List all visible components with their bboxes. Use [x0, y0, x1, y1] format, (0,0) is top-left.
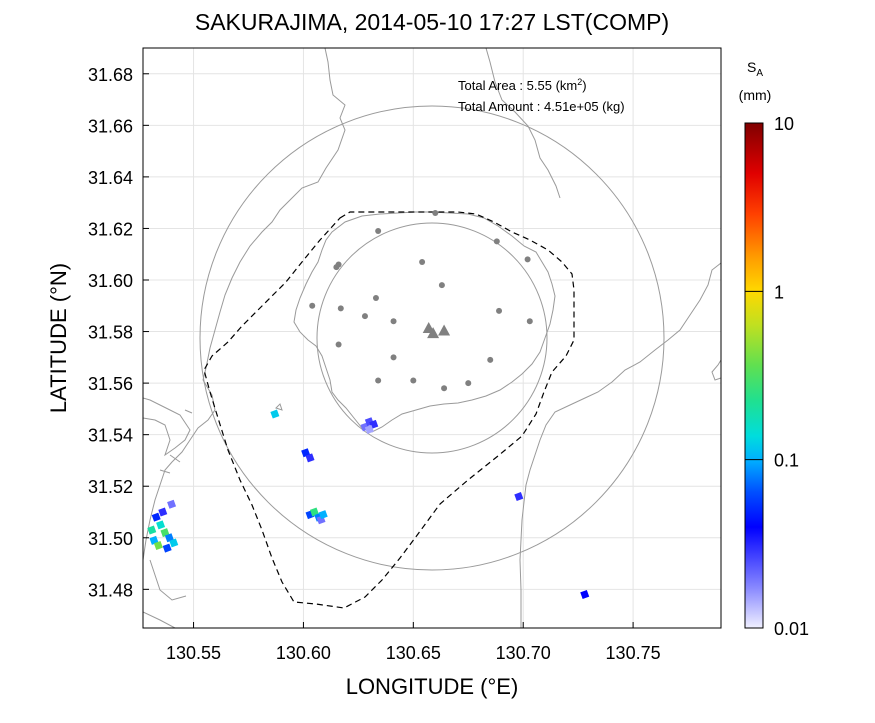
deposit-cell	[169, 538, 179, 548]
station-marker	[390, 354, 397, 361]
coastline-west-2	[143, 397, 191, 457]
coastline-north-2	[485, 48, 561, 199]
x-axis-label: LONGITUDE (°E)	[346, 674, 519, 699]
deposit-cell	[153, 541, 163, 550]
dashed-boundary	[203, 211, 575, 609]
coastline-north	[202, 48, 346, 381]
deposit-cell	[318, 510, 328, 520]
range-ring-5km	[316, 222, 548, 454]
total-amount-text: Total Amount : 4.51e+05 (kg)	[458, 99, 625, 114]
coastline-east	[519, 262, 721, 628]
station-marker	[419, 258, 426, 265]
crater-markers	[422, 321, 451, 339]
y-tick-label: 31.64	[88, 168, 133, 188]
coastline-west	[143, 379, 216, 561]
colorbar-symbol: SA	[747, 59, 763, 79]
station-marker	[487, 356, 494, 363]
deposit-cell	[156, 520, 166, 530]
colorbar-unit: (mm)	[739, 87, 772, 103]
station-marker	[524, 256, 531, 263]
station-marker	[372, 295, 379, 302]
map-layer	[143, 48, 721, 628]
range-ring-10km	[199, 105, 665, 571]
station-marker	[333, 264, 340, 271]
colorbar-tick-label: 10	[774, 114, 794, 134]
coastline-sakurajima	[293, 211, 556, 433]
ash-deposit-cells	[147, 409, 590, 599]
station-marker	[496, 307, 503, 314]
colorbar-tick-label: 0.1	[774, 451, 799, 471]
deposit-cell	[158, 507, 168, 517]
total-area-text: Total Area : 5.55 (km2)	[458, 77, 587, 93]
deposit-cell	[364, 425, 374, 434]
deposit-cell	[305, 453, 315, 463]
y-tick-label: 31.58	[88, 323, 133, 343]
y-tick-label: 31.56	[88, 374, 133, 394]
station-marker	[390, 318, 397, 325]
x-tick-label: 130.75	[606, 643, 661, 663]
station-marker	[375, 228, 382, 235]
deposit-cell	[580, 590, 590, 599]
colorbar-tick-label: 1	[774, 282, 784, 302]
coastline-islet	[275, 403, 283, 411]
y-tick-label: 31.60	[88, 271, 133, 291]
colorbar-ticks: 10 1 0.1 0.01	[745, 114, 809, 639]
station-marker	[465, 380, 472, 387]
station-marker	[309, 302, 316, 309]
station-marker	[335, 341, 342, 348]
x-tick-label: 130.70	[496, 643, 551, 663]
station-marker	[526, 318, 533, 325]
station-marker	[337, 305, 344, 312]
station-marker	[410, 377, 417, 384]
y-tick-label: 31.68	[88, 65, 133, 85]
station-marker	[375, 377, 382, 384]
station-marker	[361, 313, 368, 320]
y-axis-ticks: 31.48 31.50 31.52 31.54 31.56 31.58 31.60 31.62…	[88, 65, 149, 600]
y-axis-label: LATITUDE (°N)	[46, 263, 71, 413]
deposit-cell	[270, 409, 280, 419]
coastline-east-2	[711, 359, 721, 381]
x-tick-label: 130.60	[276, 643, 331, 663]
y-tick-label: 31.52	[88, 477, 133, 497]
colorbar-tick-label: 0.01	[774, 619, 809, 639]
crater-triangle-icon	[427, 327, 440, 339]
x-tick-label: 130.55	[166, 643, 221, 663]
station-marker	[438, 282, 445, 289]
chart-title: SAKURAJIMA, 2014-05-10 17:27 LST(COMP)	[195, 9, 669, 35]
port-structures	[143, 409, 193, 628]
y-tick-label: 31.66	[88, 116, 133, 136]
deposit-cell	[147, 525, 157, 535]
x-axis-ticks: 130.55 130.60 130.65 130.70 130.75	[166, 622, 661, 663]
x-tick-label: 130.65	[386, 643, 441, 663]
y-tick-label: 31.54	[88, 426, 133, 446]
crater-triangle-icon	[438, 324, 451, 336]
observation-stations	[309, 209, 533, 392]
y-tick-label: 31.48	[88, 580, 133, 600]
colorbar	[744, 122, 764, 629]
station-marker	[493, 238, 500, 245]
y-tick-label: 31.50	[88, 529, 133, 549]
deposit-cell	[514, 492, 524, 502]
deposit-cell	[162, 543, 172, 553]
station-marker	[432, 209, 439, 216]
deposit-cell	[151, 512, 161, 522]
y-tick-label: 31.62	[88, 219, 133, 239]
deposit-cell	[167, 499, 177, 509]
plot-border	[142, 47, 722, 629]
station-marker	[441, 385, 448, 392]
